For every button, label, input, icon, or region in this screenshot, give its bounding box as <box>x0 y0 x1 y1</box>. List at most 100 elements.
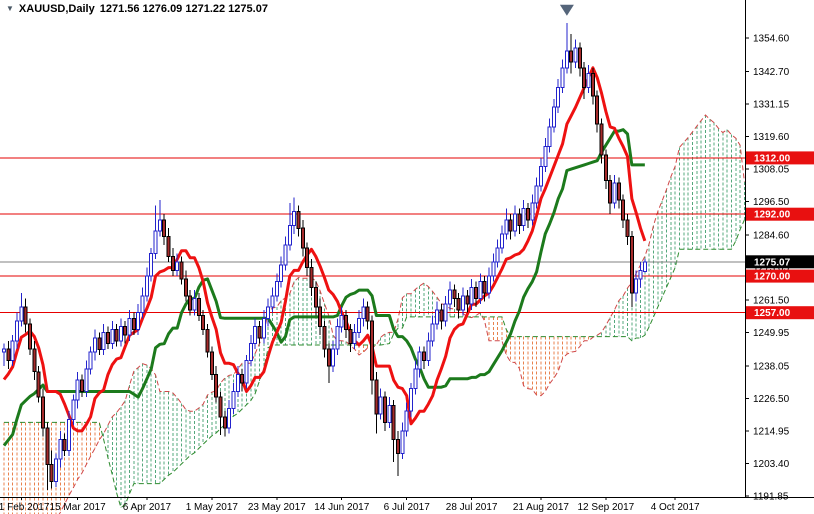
candle-body <box>144 275 149 297</box>
date-tick-label: 6 Apr 2017 <box>123 502 172 513</box>
date-tick-label: 14 Jun 2017 <box>314 502 369 513</box>
price-tick-label: 1249.95 <box>753 328 790 339</box>
candle-body <box>439 309 444 322</box>
candle-body <box>590 73 595 97</box>
candle-body <box>162 219 167 238</box>
candle-body <box>534 185 539 204</box>
candle-body <box>413 368 418 390</box>
candle-body <box>292 210 297 226</box>
chart-ohlc-values: 1271.56 1276.09 1271.22 1275.07 <box>99 3 268 15</box>
level-price-tag-1270.00[interactable]: 1270.00 <box>746 269 814 283</box>
price-tick-label: 1191.85 <box>753 492 789 503</box>
candle-body <box>131 317 136 331</box>
candle-body <box>383 396 387 423</box>
candle-body <box>400 430 405 454</box>
candle-body <box>326 348 331 367</box>
price-axis: 1354.60 1342.70 1331.15 1319.60 1308.05 1296.… <box>0 0 814 503</box>
candlesticks <box>2 22 647 490</box>
arrow-down-annotation[interactable] <box>559 4 574 16</box>
senkou-spans <box>4 114 745 514</box>
svg-text:1292.00: 1292.00 <box>754 210 791 221</box>
candle-body <box>114 329 119 342</box>
candle-body <box>192 298 197 311</box>
candle-body <box>23 306 28 325</box>
candle-body <box>374 379 379 415</box>
candle-body <box>235 374 240 393</box>
level-price-tag-1292.00[interactable]: 1292.00 <box>746 207 814 221</box>
candle-body <box>603 154 608 181</box>
candle-body <box>10 340 15 361</box>
candle-body <box>495 247 500 263</box>
level-price-tag-1257.00[interactable]: 1257.00 <box>746 306 814 320</box>
candle-body <box>270 295 275 308</box>
candle-body <box>387 405 392 423</box>
candle-body <box>92 337 97 353</box>
candle-body <box>417 351 422 370</box>
candle-body <box>266 306 271 319</box>
candle-body <box>188 295 193 311</box>
tenkan-sen-line <box>2 66 647 433</box>
candle-body <box>365 306 370 322</box>
price-tick-label: 1261.50 <box>753 296 790 307</box>
horizontal-level-lines[interactable] <box>0 157 745 314</box>
candle-body <box>261 317 266 339</box>
candle-body <box>127 317 132 336</box>
level-price-tag-1312.00[interactable]: 1312.00 <box>746 151 814 165</box>
date-tick-label: 12 Sep 2017 <box>578 502 635 513</box>
candle-body <box>551 106 556 128</box>
candle-body <box>227 407 232 429</box>
candle-body <box>556 87 561 108</box>
candle-body <box>625 219 630 238</box>
price-tick-label: 1226.50 <box>753 394 790 405</box>
candle-body <box>140 295 145 314</box>
chart-dropdown-icon[interactable]: ▼ <box>6 4 14 13</box>
candle-body <box>201 315 206 331</box>
candle-body <box>409 388 413 412</box>
kijun-sen-line <box>2 128 645 447</box>
candle-body <box>452 289 457 300</box>
date-tick-label: 1 May 2017 <box>186 502 239 513</box>
candle-body <box>58 438 63 460</box>
candle-body <box>136 312 141 331</box>
candle-body <box>361 306 366 319</box>
price-tick-label: 1331.15 <box>753 100 790 111</box>
candle-body <box>287 224 292 246</box>
candle-body <box>118 326 123 342</box>
candle-body <box>296 210 301 229</box>
candle-body <box>36 371 41 398</box>
candle-body <box>84 368 89 392</box>
candle-body <box>564 50 569 69</box>
candle-body <box>214 374 219 398</box>
candle-body <box>157 219 162 232</box>
candle-body <box>582 67 587 89</box>
candle-body <box>331 348 336 367</box>
candle-body <box>318 306 323 328</box>
chart-title: ▼ XAUUSD,Daily 1271.56 1276.09 1271.22 1… <box>6 3 268 15</box>
candle-body <box>443 303 448 322</box>
candle-body <box>586 73 591 89</box>
svg-text:1257.00: 1257.00 <box>754 308 791 319</box>
price-tick-label: 1296.50 <box>753 197 790 208</box>
candle-body <box>478 281 483 300</box>
candle-body <box>253 326 258 345</box>
candle-body <box>300 227 305 249</box>
candle-body <box>391 405 396 440</box>
candle-body <box>67 419 71 452</box>
candle-body <box>599 123 604 156</box>
candle-body <box>616 182 621 201</box>
candle-body <box>521 208 526 226</box>
candle-body <box>461 295 465 311</box>
candle-body <box>525 208 530 221</box>
candle-body <box>573 47 578 63</box>
candle-body <box>612 182 617 204</box>
candle-body <box>62 438 67 452</box>
candle-body <box>79 379 84 393</box>
candle-body <box>309 267 314 288</box>
candle-body <box>71 399 76 421</box>
price-tick-label: 1284.60 <box>753 231 790 242</box>
candle-body <box>577 47 582 69</box>
chart-symbol-period: XAUUSD,Daily <box>18 3 95 15</box>
candle-body <box>517 213 522 226</box>
